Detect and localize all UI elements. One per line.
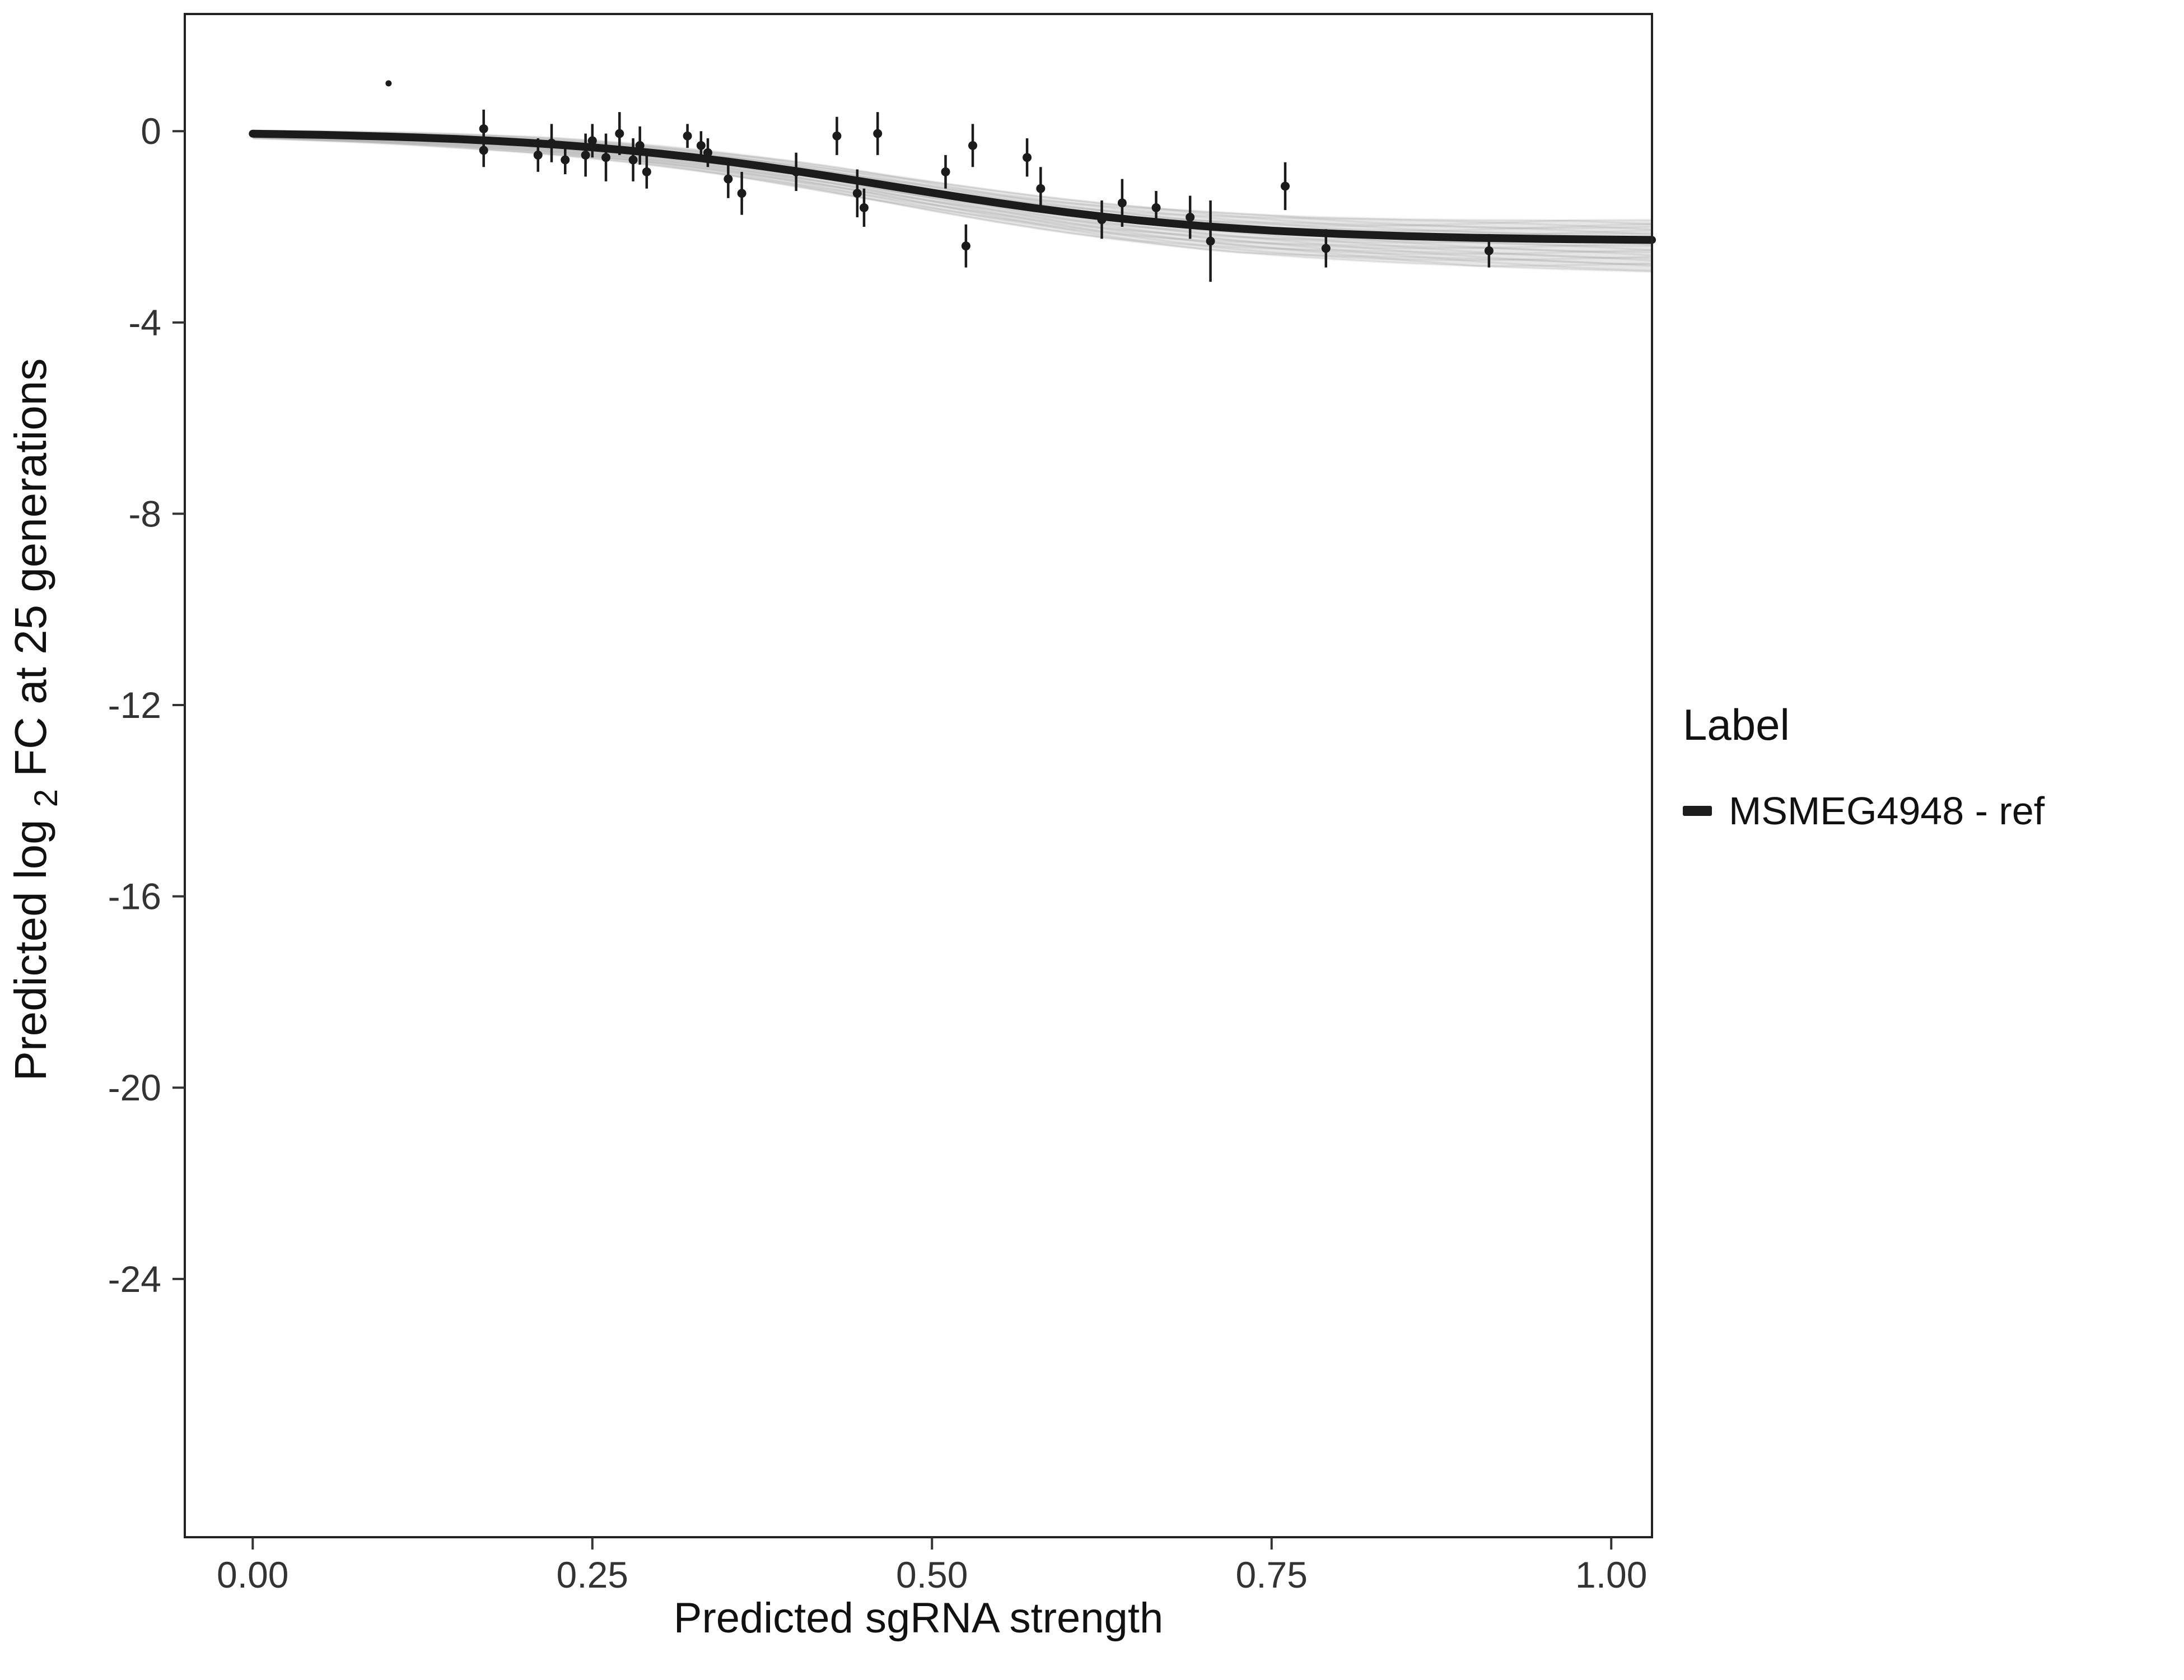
y-axis-title-pre: Predicted log bbox=[6, 819, 55, 1081]
data-point bbox=[601, 153, 611, 162]
data-point bbox=[859, 203, 869, 212]
x-tick-label: 0.75 bbox=[1236, 1554, 1308, 1595]
data-point bbox=[873, 129, 883, 138]
y-tick-label: -12 bbox=[108, 684, 161, 726]
legend-key-line bbox=[1683, 805, 1712, 816]
confidence-band-group bbox=[253, 130, 1652, 272]
x-tick-label: 0.00 bbox=[217, 1554, 288, 1595]
data-point bbox=[1151, 203, 1161, 212]
y-tick-label: -24 bbox=[108, 1258, 161, 1300]
y-axis-title-subscript: 2 bbox=[28, 789, 64, 807]
data-point bbox=[628, 155, 638, 165]
data-point bbox=[1281, 181, 1290, 191]
x-tick-label: 1.00 bbox=[1575, 1554, 1647, 1595]
data-point bbox=[385, 80, 392, 87]
y-axis: 0 -4 -8 -12 -16 -20 -24 bbox=[108, 110, 185, 1300]
data-point bbox=[642, 167, 651, 176]
y-axis-title-post: FC at 25 generations bbox=[6, 358, 55, 777]
data-point bbox=[683, 131, 692, 141]
data-point bbox=[635, 141, 645, 150]
y-tick-label: -8 bbox=[128, 493, 161, 534]
data-point bbox=[479, 124, 488, 133]
data-point bbox=[696, 141, 706, 150]
data-point bbox=[961, 241, 970, 251]
panel-border bbox=[184, 13, 1653, 1538]
data-point bbox=[832, 131, 842, 141]
data-point bbox=[1036, 184, 1046, 193]
y-tick-label: -16 bbox=[108, 876, 161, 917]
y-tick-label: -4 bbox=[128, 302, 161, 343]
legend-item: MSMEG4948 - ref bbox=[1683, 788, 2045, 833]
data-point bbox=[1097, 215, 1107, 225]
legend: Label MSMEG4948 - ref bbox=[1683, 701, 2045, 833]
x-tick-label: 0.25 bbox=[557, 1554, 628, 1595]
data-point bbox=[533, 150, 543, 160]
data-point bbox=[479, 146, 488, 155]
y-tick-label: 0 bbox=[141, 110, 161, 152]
data-point bbox=[724, 174, 733, 184]
data-point bbox=[1023, 153, 1032, 162]
data-point bbox=[703, 148, 712, 157]
confidence-band bbox=[253, 130, 1652, 272]
legend-title: Label bbox=[1683, 700, 1790, 749]
x-tick-label: 0.50 bbox=[896, 1554, 968, 1595]
data-point bbox=[1117, 198, 1127, 208]
data-point bbox=[1321, 244, 1331, 253]
data-point bbox=[1206, 236, 1215, 246]
data-point bbox=[1186, 212, 1195, 222]
legend-item-label: MSMEG4948 - ref bbox=[1729, 788, 2045, 833]
x-axis: 0.00 0.25 0.50 0.75 1.00 bbox=[217, 1537, 1647, 1595]
y-tick-label: -20 bbox=[108, 1067, 161, 1108]
data-point bbox=[852, 189, 862, 198]
data-point bbox=[581, 150, 590, 160]
data-point bbox=[791, 167, 801, 176]
y-axis-title: Predicted log 2 FC at 25 generations bbox=[6, 358, 67, 1081]
data-point bbox=[561, 155, 570, 165]
x-axis-title: Predicted sgRNA strength bbox=[674, 1594, 1163, 1642]
data-point bbox=[547, 138, 556, 148]
data-point bbox=[615, 129, 624, 138]
data-point bbox=[968, 141, 978, 150]
data-point bbox=[587, 136, 597, 146]
data-point bbox=[1484, 246, 1494, 255]
data-point bbox=[941, 167, 950, 176]
data-point bbox=[737, 189, 746, 198]
data-points-group bbox=[385, 80, 1494, 282]
